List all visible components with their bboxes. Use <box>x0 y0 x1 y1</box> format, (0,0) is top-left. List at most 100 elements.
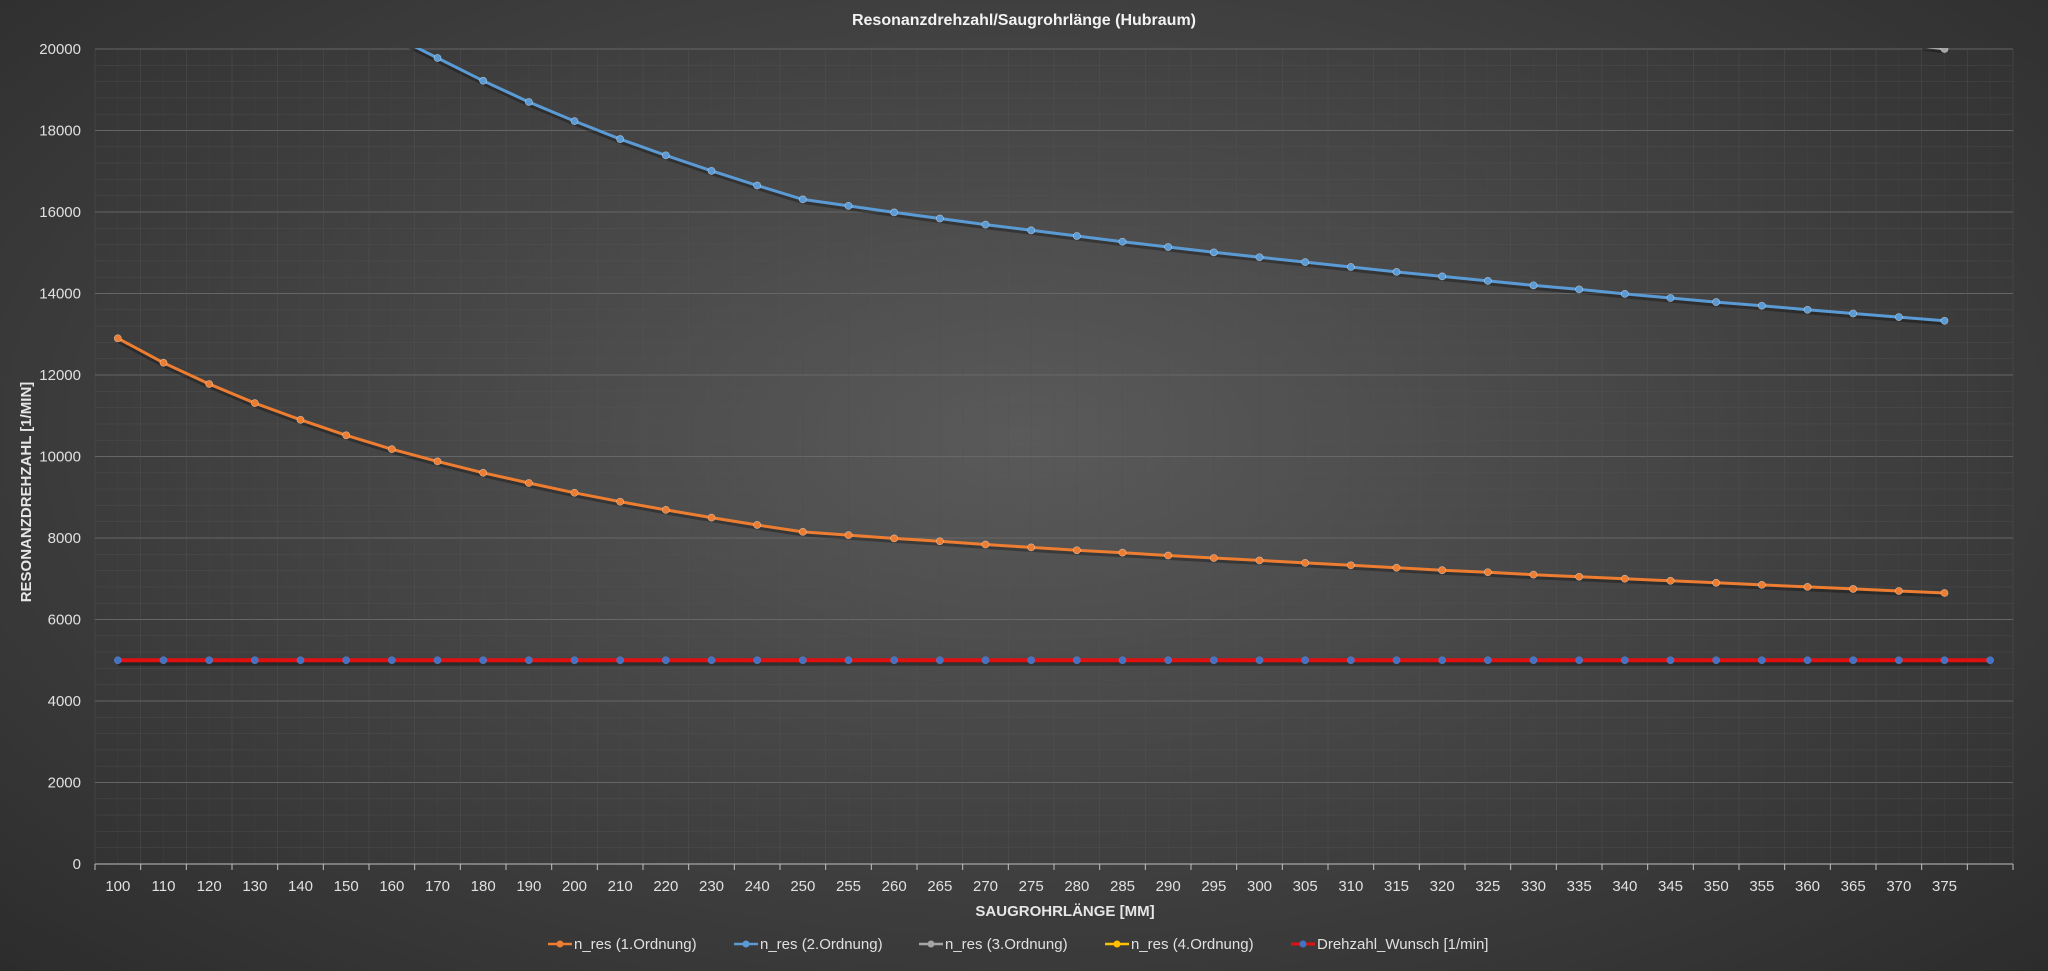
legend-marker-swatch <box>1299 940 1307 948</box>
data-point <box>1346 561 1355 570</box>
legend-entry-5: Drehzahl_Wunsch [1/min] <box>1291 936 1488 953</box>
x-tick-label: 300 <box>1247 878 1272 895</box>
data-point <box>1849 585 1858 593</box>
x-tick-label: 280 <box>1064 878 1089 895</box>
y-tick-label: 16000 <box>39 204 81 221</box>
data-point <box>1529 570 1538 579</box>
legend-entry-4: n_res (4.Ordnung) <box>1105 936 1254 953</box>
data-point <box>753 521 762 529</box>
data-point <box>1483 568 1492 577</box>
data-point <box>1529 656 1538 665</box>
data-point <box>387 445 396 454</box>
data-point <box>707 656 716 665</box>
data-point <box>1027 226 1036 235</box>
data-point <box>113 656 122 665</box>
data-point <box>844 531 853 540</box>
data-point <box>844 201 853 210</box>
series-line-shadow <box>1922 48 1945 54</box>
data-point <box>1986 656 1995 665</box>
data-point <box>1940 589 1949 597</box>
data-point <box>1392 563 1401 572</box>
data-point <box>524 656 533 665</box>
series-group <box>113 48 1995 666</box>
data-point <box>159 358 168 367</box>
data-point <box>753 181 762 190</box>
data-point <box>935 214 944 223</box>
data-point <box>250 399 259 408</box>
x-tick-label: 190 <box>516 878 541 895</box>
x-tick-label: 140 <box>288 878 313 895</box>
legend-entry-3: n_res (3.Ordnung) <box>919 936 1068 953</box>
data-point <box>433 457 442 466</box>
data-point <box>159 656 168 665</box>
data-point <box>798 195 807 204</box>
data-point <box>1894 587 1903 595</box>
data-point <box>1392 656 1401 665</box>
data-point <box>524 98 533 106</box>
data-point <box>890 534 899 543</box>
x-tick-label: 325 <box>1475 878 1500 895</box>
legend-label: n_res (1.Ordnung) <box>574 936 697 953</box>
x-tick-label: 255 <box>836 878 861 895</box>
legend-marker-swatch <box>742 940 750 948</box>
legend-marker-swatch <box>927 940 935 948</box>
legend-marker-swatch <box>556 940 564 948</box>
legend: n_res (1.Ordnung) n_res (2.Ordnung) n_res … <box>548 936 1488 953</box>
data-point <box>1438 272 1447 281</box>
data-point <box>479 468 488 477</box>
grid <box>94 48 2014 865</box>
data-point <box>1483 656 1492 665</box>
legend-marker-swatch <box>1113 940 1121 948</box>
data-point <box>296 415 305 424</box>
data-point <box>1483 276 1492 285</box>
data-point <box>1529 281 1538 290</box>
data-point <box>1575 285 1584 294</box>
data-point <box>1164 551 1173 560</box>
data-point <box>1666 656 1675 665</box>
x-tick-label: 345 <box>1658 878 1683 895</box>
x-tick-label: 315 <box>1384 878 1409 895</box>
data-point <box>296 656 305 665</box>
x-tick-label: 100 <box>105 878 130 895</box>
data-point <box>1894 656 1903 665</box>
series-3 <box>1922 48 1949 54</box>
data-point <box>1940 48 1949 53</box>
x-tick-label: 295 <box>1201 878 1226 895</box>
x-tick-label: 270 <box>973 878 998 895</box>
data-point <box>205 380 214 388</box>
y-tick-label: 0 <box>73 856 81 873</box>
x-tick-label: 110 <box>152 878 176 895</box>
data-point <box>1712 578 1721 587</box>
data-point <box>798 656 807 665</box>
data-point <box>1712 656 1721 665</box>
y-tick-label: 6000 <box>48 612 81 629</box>
x-tick-label: 320 <box>1430 878 1455 895</box>
x-axis-title: SAUGROHRLÄNGE [MM] <box>975 903 1154 920</box>
data-point <box>890 208 899 217</box>
data-point <box>1118 548 1127 557</box>
data-point <box>1346 263 1355 271</box>
x-tick-label: 160 <box>379 878 404 895</box>
x-tick-label: 375 <box>1932 878 1957 895</box>
data-point <box>433 656 442 665</box>
x-tick-label: 305 <box>1293 878 1318 895</box>
data-point <box>1209 248 1218 257</box>
x-tick-label: 120 <box>197 878 222 895</box>
x-tick-label: 260 <box>882 878 907 895</box>
data-point <box>250 656 259 665</box>
data-point <box>1803 656 1812 665</box>
data-point <box>1164 243 1173 251</box>
data-point <box>1620 656 1629 665</box>
x-tick-label: 275 <box>1019 878 1044 895</box>
data-point <box>479 656 488 665</box>
y-tick-label: 8000 <box>48 530 81 547</box>
data-point <box>935 537 944 546</box>
data-point <box>1575 572 1584 581</box>
legend-label: n_res (4.Ordnung) <box>1131 936 1254 953</box>
data-point <box>1438 656 1447 665</box>
x-tick-label: 290 <box>1156 878 1181 895</box>
y-axis-title: RESONANZDREHZAHL [1/MIN] <box>18 382 35 603</box>
data-point <box>1301 258 1310 267</box>
data-point <box>1712 298 1721 306</box>
data-point <box>707 166 716 175</box>
